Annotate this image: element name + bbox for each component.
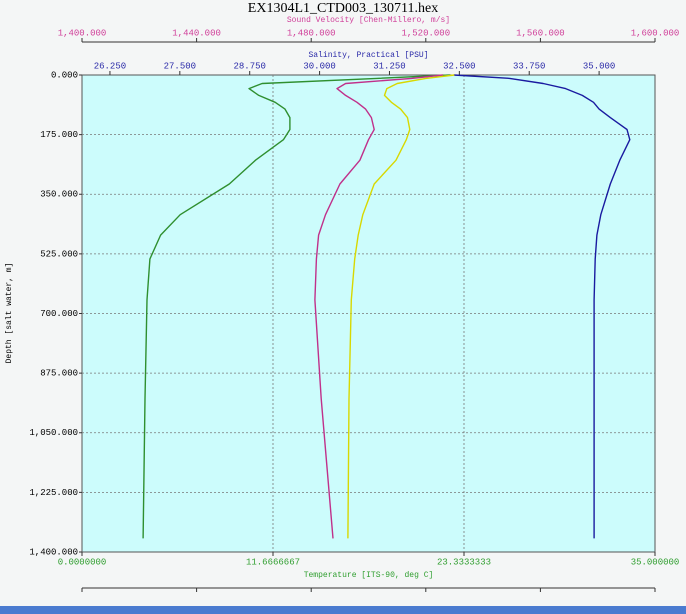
x-axis-title: Sound Velocity [Chen-Millero, m/s] [287, 16, 450, 25]
x-tick-label: 11.6666667 [246, 557, 300, 567]
y-axis-title: Depth [salt water, m] [5, 263, 14, 364]
x-tick-label: 31.250 [373, 61, 405, 71]
x-tick-label: 26.250 [94, 61, 126, 71]
profile-line [142, 74, 451, 539]
profile-line [347, 74, 455, 539]
x-tick-label: 1,400.000 [58, 28, 107, 38]
x-tick-label: 35.000 [583, 61, 615, 71]
x-axis-title: Temperature [ITS-90, deg C] [304, 571, 434, 580]
x-tick-label: 0.0000000 [58, 557, 107, 567]
y-tick-label: 1,225.000 [29, 488, 78, 498]
y-tick-label: 525.000 [40, 249, 78, 259]
x-tick-label: 27.500 [164, 61, 196, 71]
y-tick-label: 350.000 [40, 190, 78, 200]
x-tick-label: 1,440.000 [172, 28, 221, 38]
profile-line [453, 74, 631, 539]
y-tick-label: 1,050.000 [29, 428, 78, 438]
x-tick-label: 1,520.000 [401, 28, 450, 38]
x-tick-label: 1,560.000 [516, 28, 565, 38]
window-bar [0, 606, 686, 614]
x-tick-label: 28.750 [234, 61, 266, 71]
x-tick-label: 1,480.000 [287, 28, 336, 38]
y-tick-label: 0.000 [51, 70, 78, 80]
y-tick-label: 700.000 [40, 309, 78, 319]
x-axis-title: Salinity, Practical [PSU] [308, 51, 428, 60]
x-tick-label: 35.000000 [631, 557, 680, 567]
y-tick-label: 1,400.000 [29, 547, 78, 557]
chart-title: EX1304L1_CTD003_130711.hex [248, 1, 438, 16]
x-tick-label: 23.3333333 [437, 557, 491, 567]
x-tick-label: 32.500 [443, 61, 475, 71]
y-tick-label: 875.000 [40, 369, 78, 379]
x-tick-label: 30.000 [303, 61, 335, 71]
x-tick-label: 33.750 [513, 61, 545, 71]
x-tick-label: 1,600.000 [631, 28, 680, 38]
y-tick-label: 175.000 [40, 130, 78, 140]
profile-line [314, 74, 444, 539]
